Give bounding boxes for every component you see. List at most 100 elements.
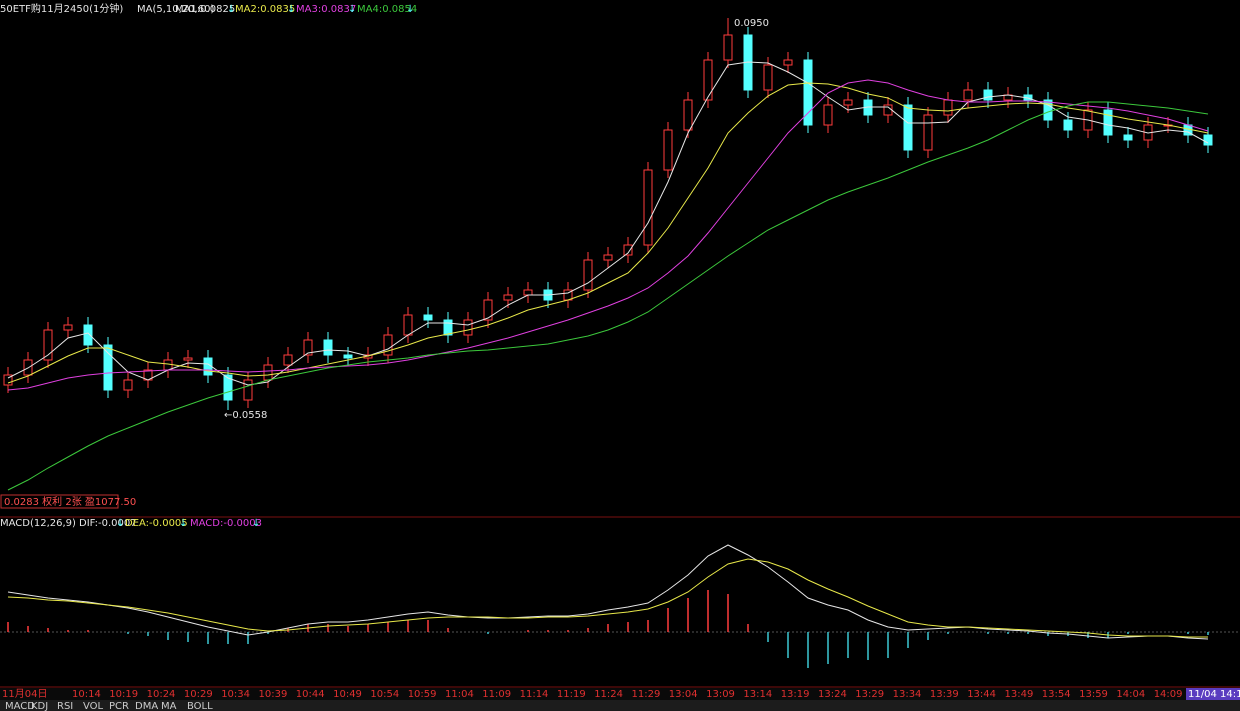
time-label: 11:24 bbox=[594, 689, 623, 700]
trend-arrow: ↓ bbox=[287, 4, 295, 15]
candle-body bbox=[463, 319, 473, 336]
trend-arrow: ↓ bbox=[227, 4, 235, 15]
candle-body bbox=[263, 364, 273, 381]
time-label: 10:29 bbox=[184, 689, 213, 700]
ma-line bbox=[7, 101, 1209, 491]
candle-body bbox=[103, 344, 113, 391]
candle-body bbox=[583, 259, 593, 291]
time-label: 11:09 bbox=[482, 689, 511, 700]
candle-body bbox=[923, 114, 933, 151]
candle-body bbox=[383, 334, 393, 356]
candle-body bbox=[683, 99, 693, 131]
candle-body bbox=[763, 64, 773, 91]
candle-body bbox=[823, 104, 833, 126]
candle-body bbox=[343, 354, 353, 359]
candle-body bbox=[1123, 134, 1133, 141]
macd-line bbox=[7, 544, 1209, 640]
candle-body bbox=[803, 59, 813, 126]
time-label: 14:04 bbox=[1116, 689, 1145, 700]
time-label: 13:04 bbox=[669, 689, 698, 700]
candle-body bbox=[243, 379, 253, 401]
candle-body bbox=[623, 244, 633, 256]
time-label: 10:49 bbox=[333, 689, 362, 700]
indicator-tab[interactable]: DMA bbox=[135, 701, 158, 711]
candle-body bbox=[783, 59, 793, 66]
ma-line bbox=[7, 82, 1209, 384]
candle-body bbox=[423, 314, 433, 321]
ma-line bbox=[7, 61, 1209, 386]
trend-arrow: ↓ bbox=[116, 518, 124, 529]
time-label: 13:19 bbox=[781, 689, 810, 700]
candle-body bbox=[983, 89, 993, 101]
time-label: 13:59 bbox=[1079, 689, 1108, 700]
time-label: 11月04日 bbox=[2, 688, 47, 700]
time-label: 10:24 bbox=[147, 689, 176, 700]
time-label: 10:34 bbox=[221, 689, 250, 700]
high-label: 0.0950 bbox=[734, 18, 769, 29]
indicator-tab[interactable]: VOL bbox=[83, 701, 104, 711]
chart-title: 50ETF购11月2450(1分钟) bbox=[0, 2, 123, 15]
legend-entry: MA3:0.0837 bbox=[296, 4, 356, 15]
candle-body bbox=[443, 319, 453, 336]
indicator-tab[interactable]: PCR bbox=[109, 701, 129, 711]
candle-body bbox=[223, 374, 233, 401]
candle-body bbox=[1043, 99, 1053, 121]
candle-body bbox=[703, 59, 713, 101]
candle-body bbox=[503, 294, 513, 301]
candle-body bbox=[43, 329, 53, 361]
time-label: 11:14 bbox=[520, 689, 549, 700]
candle-body bbox=[903, 104, 913, 151]
candle-body bbox=[283, 354, 293, 366]
time-label: 13:24 bbox=[818, 689, 847, 700]
candle-body bbox=[483, 299, 493, 321]
time-label: 13:29 bbox=[855, 689, 884, 700]
time-label: 13:14 bbox=[743, 689, 772, 700]
candle-body bbox=[643, 169, 653, 246]
time-label: 13:49 bbox=[1005, 689, 1034, 700]
time-label: 13:34 bbox=[893, 689, 922, 700]
candle-body bbox=[123, 379, 133, 391]
indicator-tab[interactable]: RSI bbox=[57, 701, 73, 711]
indicator-tab[interactable]: BOLL bbox=[187, 701, 213, 711]
candle-body bbox=[663, 129, 673, 171]
position-box bbox=[0, 494, 119, 509]
legend-entry: MA2:0.0835 bbox=[235, 4, 295, 15]
time-strip bbox=[0, 688, 1240, 700]
macd-title: MACD(12,26,9) bbox=[0, 518, 76, 529]
time-label: 10:19 bbox=[109, 689, 138, 700]
indicator-tab[interactable]: MA bbox=[161, 701, 177, 711]
candle-body bbox=[843, 99, 853, 106]
time-label: 10:44 bbox=[296, 689, 325, 700]
time-label: 10:39 bbox=[259, 689, 288, 700]
candle-body bbox=[1103, 109, 1113, 136]
time-label: 11:29 bbox=[632, 689, 661, 700]
trend-arrow: ↓ bbox=[252, 518, 260, 529]
time-label: 11:04 bbox=[445, 689, 474, 700]
indicator-tab[interactable]: KDJ bbox=[31, 701, 48, 711]
time-label: 11:19 bbox=[557, 689, 586, 700]
legend-entry: DEA:-0.0005 bbox=[125, 518, 188, 529]
time-label: 10:59 bbox=[408, 689, 437, 700]
time-label: 10:54 bbox=[370, 689, 399, 700]
candle-body bbox=[63, 324, 73, 331]
candle-body bbox=[523, 289, 533, 296]
low-label: ←0.0558 bbox=[224, 410, 267, 421]
time-label: 13:44 bbox=[967, 689, 996, 700]
legend-entry: MA4:0.0854 bbox=[357, 4, 417, 15]
candle-body bbox=[603, 254, 613, 261]
candle-body bbox=[943, 99, 953, 116]
candle-body bbox=[3, 374, 13, 386]
legend-entry: MACD:-0.0003 bbox=[190, 518, 262, 529]
current-time: 11/04 14:14 bbox=[1188, 689, 1240, 700]
candle-body bbox=[303, 339, 313, 356]
candle-body bbox=[963, 89, 973, 101]
trend-arrow: ↓ bbox=[348, 4, 356, 15]
macd-line bbox=[7, 558, 1208, 638]
trend-arrow: ↓ bbox=[179, 518, 187, 529]
legend-entry: MA1:0.0825 bbox=[175, 4, 235, 15]
time-label: 14:09 bbox=[1154, 689, 1183, 700]
indicator-tab[interactable]: MACD bbox=[5, 701, 35, 711]
legend-entry: DIF:-0.0007 bbox=[79, 518, 137, 529]
candle-body bbox=[323, 339, 333, 356]
